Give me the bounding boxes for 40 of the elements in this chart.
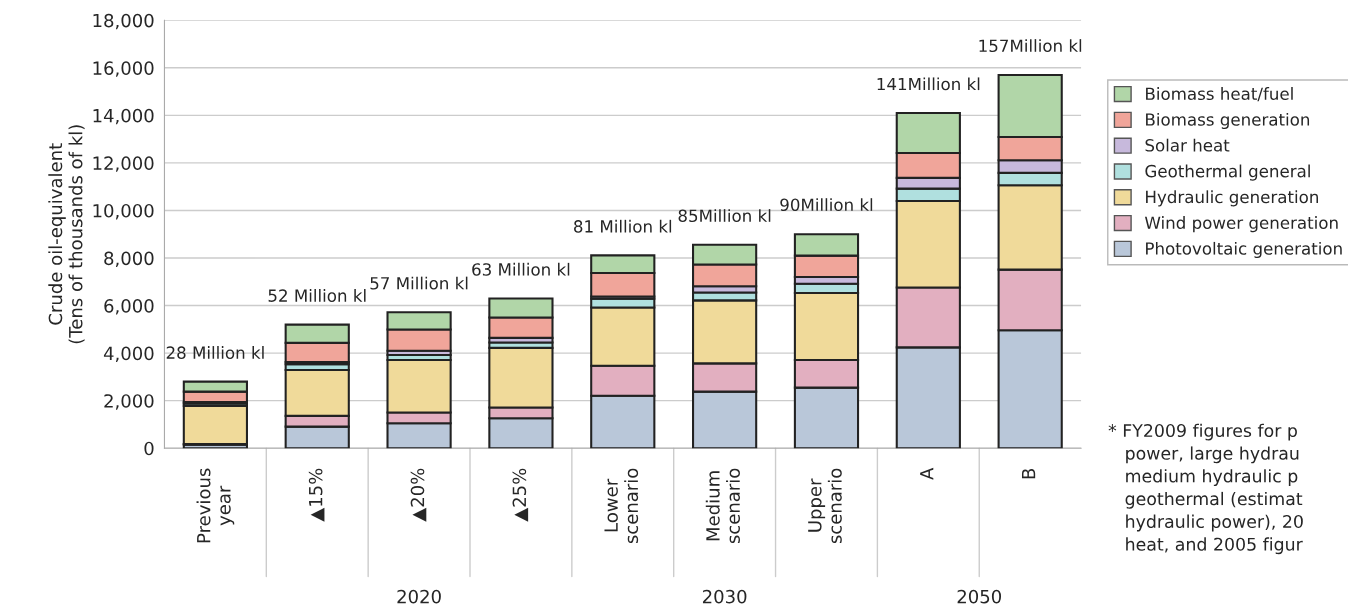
y-tick-label: 2,000 bbox=[104, 394, 154, 410]
x-tick-label: B bbox=[1021, 468, 1036, 479]
annotation: 141Million kl bbox=[877, 77, 980, 91]
x-tick-label: Medium scenario bbox=[705, 468, 740, 544]
annotation: 57 Million kl bbox=[370, 276, 468, 290]
text: 2050 bbox=[957, 589, 1002, 604]
x-tick-label: ▲20% bbox=[410, 468, 427, 522]
annotation: 63 Million kl bbox=[472, 262, 570, 276]
annotation: 81 Million kl bbox=[574, 219, 672, 233]
y-tick-label: 0 bbox=[144, 441, 154, 456]
y-tick-label: 10,000 bbox=[93, 203, 154, 220]
x-tick-label: Lower scenario bbox=[604, 468, 639, 544]
legend-label: Wind power generation bbox=[1144, 216, 1338, 233]
annotation: 85Million kl bbox=[678, 209, 771, 223]
y-tick-label: 14,000 bbox=[93, 108, 154, 125]
annotation: 28 Million kl bbox=[166, 346, 264, 359]
annotation: 52 Million kl bbox=[268, 289, 366, 302]
legend-label: Geothermal general bbox=[1145, 164, 1310, 181]
text: 2020 bbox=[397, 589, 441, 604]
annotation: 90Million kl bbox=[780, 198, 873, 212]
y-tick-label: 12,000 bbox=[93, 156, 154, 172]
annotation: 157Million kl bbox=[979, 39, 1082, 53]
y-tick-label: 4,000 bbox=[103, 346, 154, 363]
x-tick-label: Previous year bbox=[196, 468, 235, 543]
legend-label: Biomass generation bbox=[1146, 112, 1310, 130]
legend-label: Hydraulic generation bbox=[1146, 190, 1318, 207]
legend-label: Biomass heat/fuel bbox=[1146, 87, 1293, 102]
legend-label: Photovoltaic generation bbox=[1146, 241, 1342, 259]
legend-label: Solar heat bbox=[1145, 138, 1230, 152]
y-tick-label: 18,000 bbox=[93, 13, 154, 30]
text: 2030 bbox=[702, 589, 747, 604]
y-tick-label: 16,000 bbox=[93, 61, 154, 77]
text: * FY2009 figures for p power, large hydrau medium hydraulic p geothermal (estimat hydraulic power), 20 heat, and 2005 figur bbox=[1108, 423, 1303, 555]
x-tick-label: ▲15% bbox=[308, 468, 325, 522]
x-tick-label: ▲25% bbox=[512, 468, 529, 522]
y-tick-label: 8,000 bbox=[104, 251, 154, 267]
y-axis-title: Crude oil-equivalent (Tens of thousands of kl) bbox=[48, 125, 85, 344]
x-tick-label: Upper scenario bbox=[808, 468, 842, 544]
x-tick-label: A bbox=[920, 467, 934, 480]
y-tick-label: 6,000 bbox=[104, 299, 154, 315]
